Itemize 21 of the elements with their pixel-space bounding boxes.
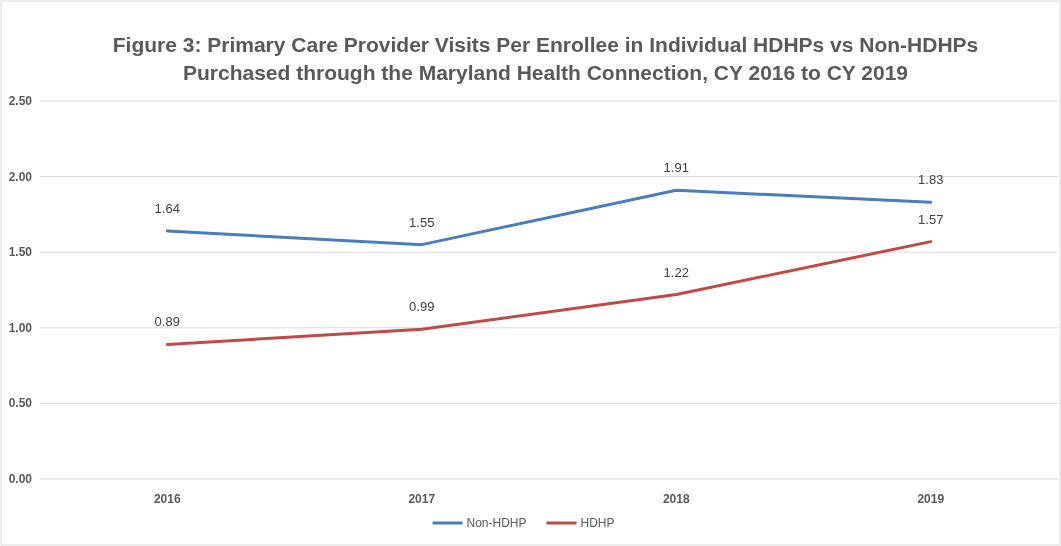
data-label: 1.55 <box>409 214 435 230</box>
y-tick-label: 2.50 <box>8 94 33 108</box>
y-tick-label: 2.00 <box>8 169 33 184</box>
data-label: 1.91 <box>663 160 689 176</box>
x-tick-label: 2018 <box>662 492 690 506</box>
x-tick-label: 2017 <box>408 492 436 506</box>
data-label: 0.89 <box>154 314 180 330</box>
x-tick-label: 2016 <box>153 492 181 506</box>
data-label: 1.64 <box>154 201 180 217</box>
legend-label: Non-HDHP <box>466 516 527 530</box>
y-tick-label: 0.50 <box>8 396 33 411</box>
chart-title: Figure 3: Primary Care Provider Visits Per Enrollee in Individual HDHPs vs Non-HDHPs Purchased through the Maryland Health Connection, CY 2016 to CY 2019 <box>112 33 979 84</box>
y-tick-label: 1.00 <box>8 320 33 335</box>
x-tick-label: 2019 <box>917 492 945 506</box>
y-tick-label: 1.50 <box>8 245 33 260</box>
data-label: 1.83 <box>918 172 944 188</box>
y-tick-label: 0.00 <box>8 472 33 486</box>
data-label: 1.22 <box>663 264 689 280</box>
data-label: 0.99 <box>409 299 435 315</box>
legend-label: HDHP <box>580 516 615 530</box>
data-label: 1.57 <box>918 211 944 227</box>
